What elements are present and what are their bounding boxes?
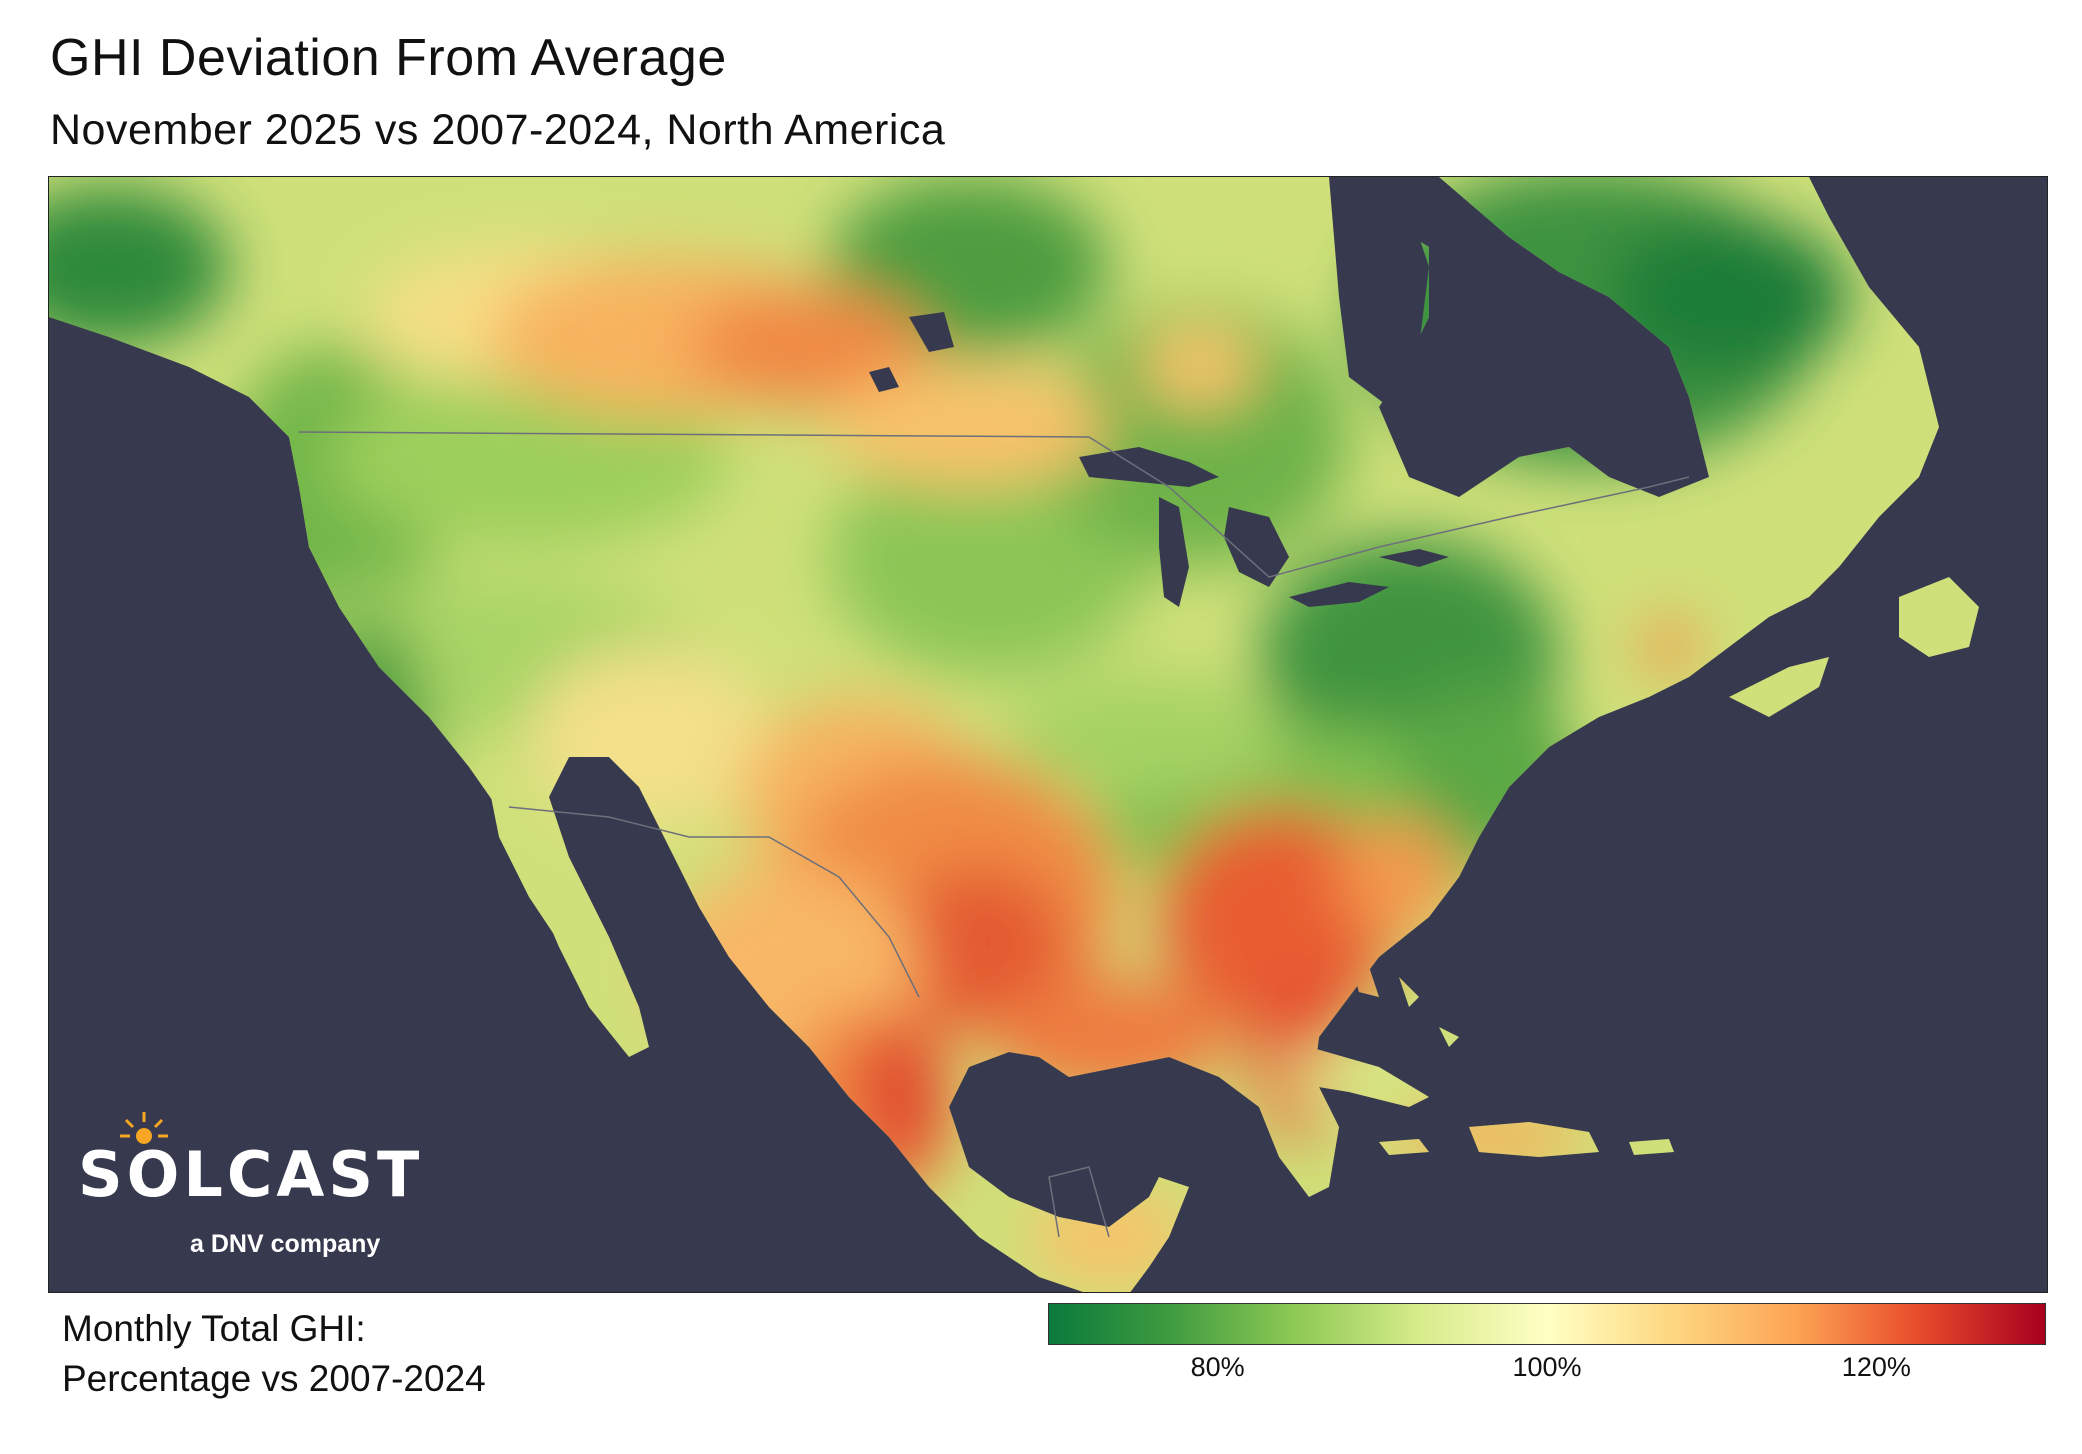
sun-icon bbox=[120, 1112, 168, 1144]
legend-label-line1: Monthly Total GHI: bbox=[62, 1308, 366, 1349]
colorbar-tick-label: 120% bbox=[1841, 1352, 1911, 1382]
north-america-map bbox=[49, 177, 2047, 1292]
solcast-logo: SOLCAST a DNV company bbox=[78, 1112, 419, 1268]
legend-label-line2: Percentage vs 2007-2024 bbox=[62, 1358, 486, 1399]
lakes bbox=[869, 177, 1449, 607]
colorbar-tick-label: 80% bbox=[1190, 1352, 1245, 1382]
logo-word: SOLCAST bbox=[78, 1138, 424, 1211]
logo-tagline: a DNV company bbox=[190, 1230, 381, 1258]
page-subtitle: November 2025 vs 2007-2024, North Americ… bbox=[50, 106, 946, 154]
page-title: GHI Deviation From Average bbox=[50, 29, 727, 87]
legend-label: Monthly Total GHI: Percentage vs 2007-20… bbox=[62, 1304, 486, 1404]
colorbar bbox=[1048, 1303, 2046, 1345]
country-borders bbox=[298, 431, 1690, 1238]
map-panel bbox=[48, 176, 2048, 1293]
colorbar-tick-label: 100% bbox=[1512, 1352, 1582, 1382]
